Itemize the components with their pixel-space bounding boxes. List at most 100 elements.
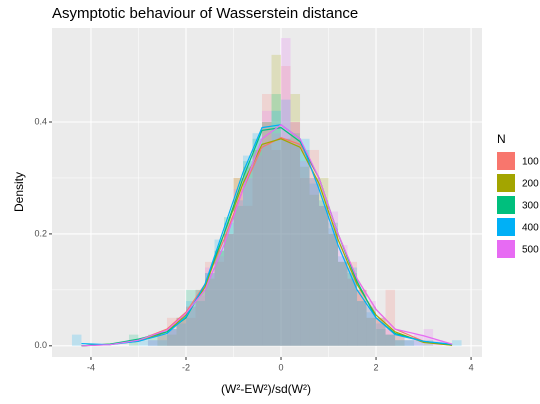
bar (300, 177, 310, 346)
bar (357, 289, 367, 346)
bar (147, 334, 158, 346)
bar (395, 340, 405, 346)
bar (319, 205, 329, 346)
y-axis-label: Density (12, 172, 26, 212)
bar (214, 256, 224, 346)
legend-label: 500 (522, 245, 539, 256)
bar (176, 317, 186, 346)
bar (176, 317, 186, 346)
bar (185, 306, 196, 346)
bar (271, 110, 282, 346)
legend-label: 400 (522, 223, 539, 234)
bar (176, 323, 186, 346)
bar (366, 312, 377, 346)
bar (385, 329, 396, 346)
bar (185, 306, 196, 346)
bar (195, 289, 205, 346)
bar (233, 177, 244, 346)
bar (271, 133, 282, 346)
bar (262, 94, 272, 346)
bar (328, 233, 339, 346)
bar (157, 340, 167, 346)
legend-key (497, 174, 515, 192)
bar (224, 233, 234, 346)
bar (328, 233, 339, 346)
bar (404, 340, 415, 346)
bar (366, 301, 377, 346)
bar (195, 295, 205, 346)
bar (404, 340, 415, 346)
y-tick-label: 0.2 (34, 228, 47, 238)
bar (357, 301, 367, 346)
bar (271, 94, 282, 346)
bar (71, 334, 82, 346)
bar (204, 278, 215, 346)
bar (233, 189, 244, 346)
bar (328, 228, 339, 346)
bar (452, 340, 462, 346)
density-line (81, 124, 453, 347)
bar (281, 138, 291, 346)
bar (404, 340, 415, 346)
bar (195, 301, 205, 346)
bar (185, 301, 196, 346)
x-tick-label: 0 (279, 362, 284, 372)
bar (224, 233, 234, 346)
bar (319, 205, 329, 346)
bar (338, 261, 348, 346)
bar (366, 317, 377, 346)
legend-label: 200 (522, 179, 539, 190)
bar (157, 334, 167, 346)
legend-key (497, 218, 515, 236)
bar (271, 149, 282, 346)
bar (157, 334, 167, 346)
bar (252, 155, 263, 346)
y-tick-label: 0.4 (34, 116, 47, 126)
bar (185, 317, 196, 346)
bar (347, 273, 358, 346)
bar (233, 200, 244, 346)
bar (300, 166, 310, 346)
x-tick-label: -4 (87, 362, 95, 372)
bar (166, 329, 177, 346)
y-tick-label: 0.0 (34, 340, 47, 350)
bar (338, 261, 348, 346)
bar (214, 261, 224, 346)
bar (214, 239, 224, 346)
bar (347, 261, 358, 346)
bar (243, 177, 253, 346)
bar (204, 267, 215, 346)
bar (309, 194, 320, 346)
bar (357, 289, 367, 346)
legend-key (497, 240, 515, 258)
bar (290, 94, 301, 346)
bar (224, 222, 234, 346)
bar (309, 177, 320, 346)
bar (262, 122, 272, 346)
bar (147, 340, 158, 346)
bar (195, 289, 205, 346)
bar (357, 301, 367, 346)
bar (281, 66, 291, 346)
bar (243, 161, 253, 346)
legend-key (497, 152, 515, 170)
bar (338, 245, 348, 346)
bar (243, 166, 253, 346)
bar (166, 329, 177, 346)
bar (309, 183, 320, 346)
bar (157, 334, 167, 346)
bar (319, 177, 329, 346)
bar (376, 317, 386, 346)
bar (243, 205, 253, 346)
bar (262, 122, 272, 346)
legend-key (497, 196, 515, 214)
bar (252, 149, 263, 346)
chart-title: Asymptotic behaviour of Wasserstein dist… (52, 5, 358, 22)
bar (252, 138, 263, 346)
bar (233, 177, 244, 346)
bar (214, 250, 224, 346)
bar (176, 317, 186, 346)
bar (309, 177, 320, 346)
bar (347, 278, 358, 346)
